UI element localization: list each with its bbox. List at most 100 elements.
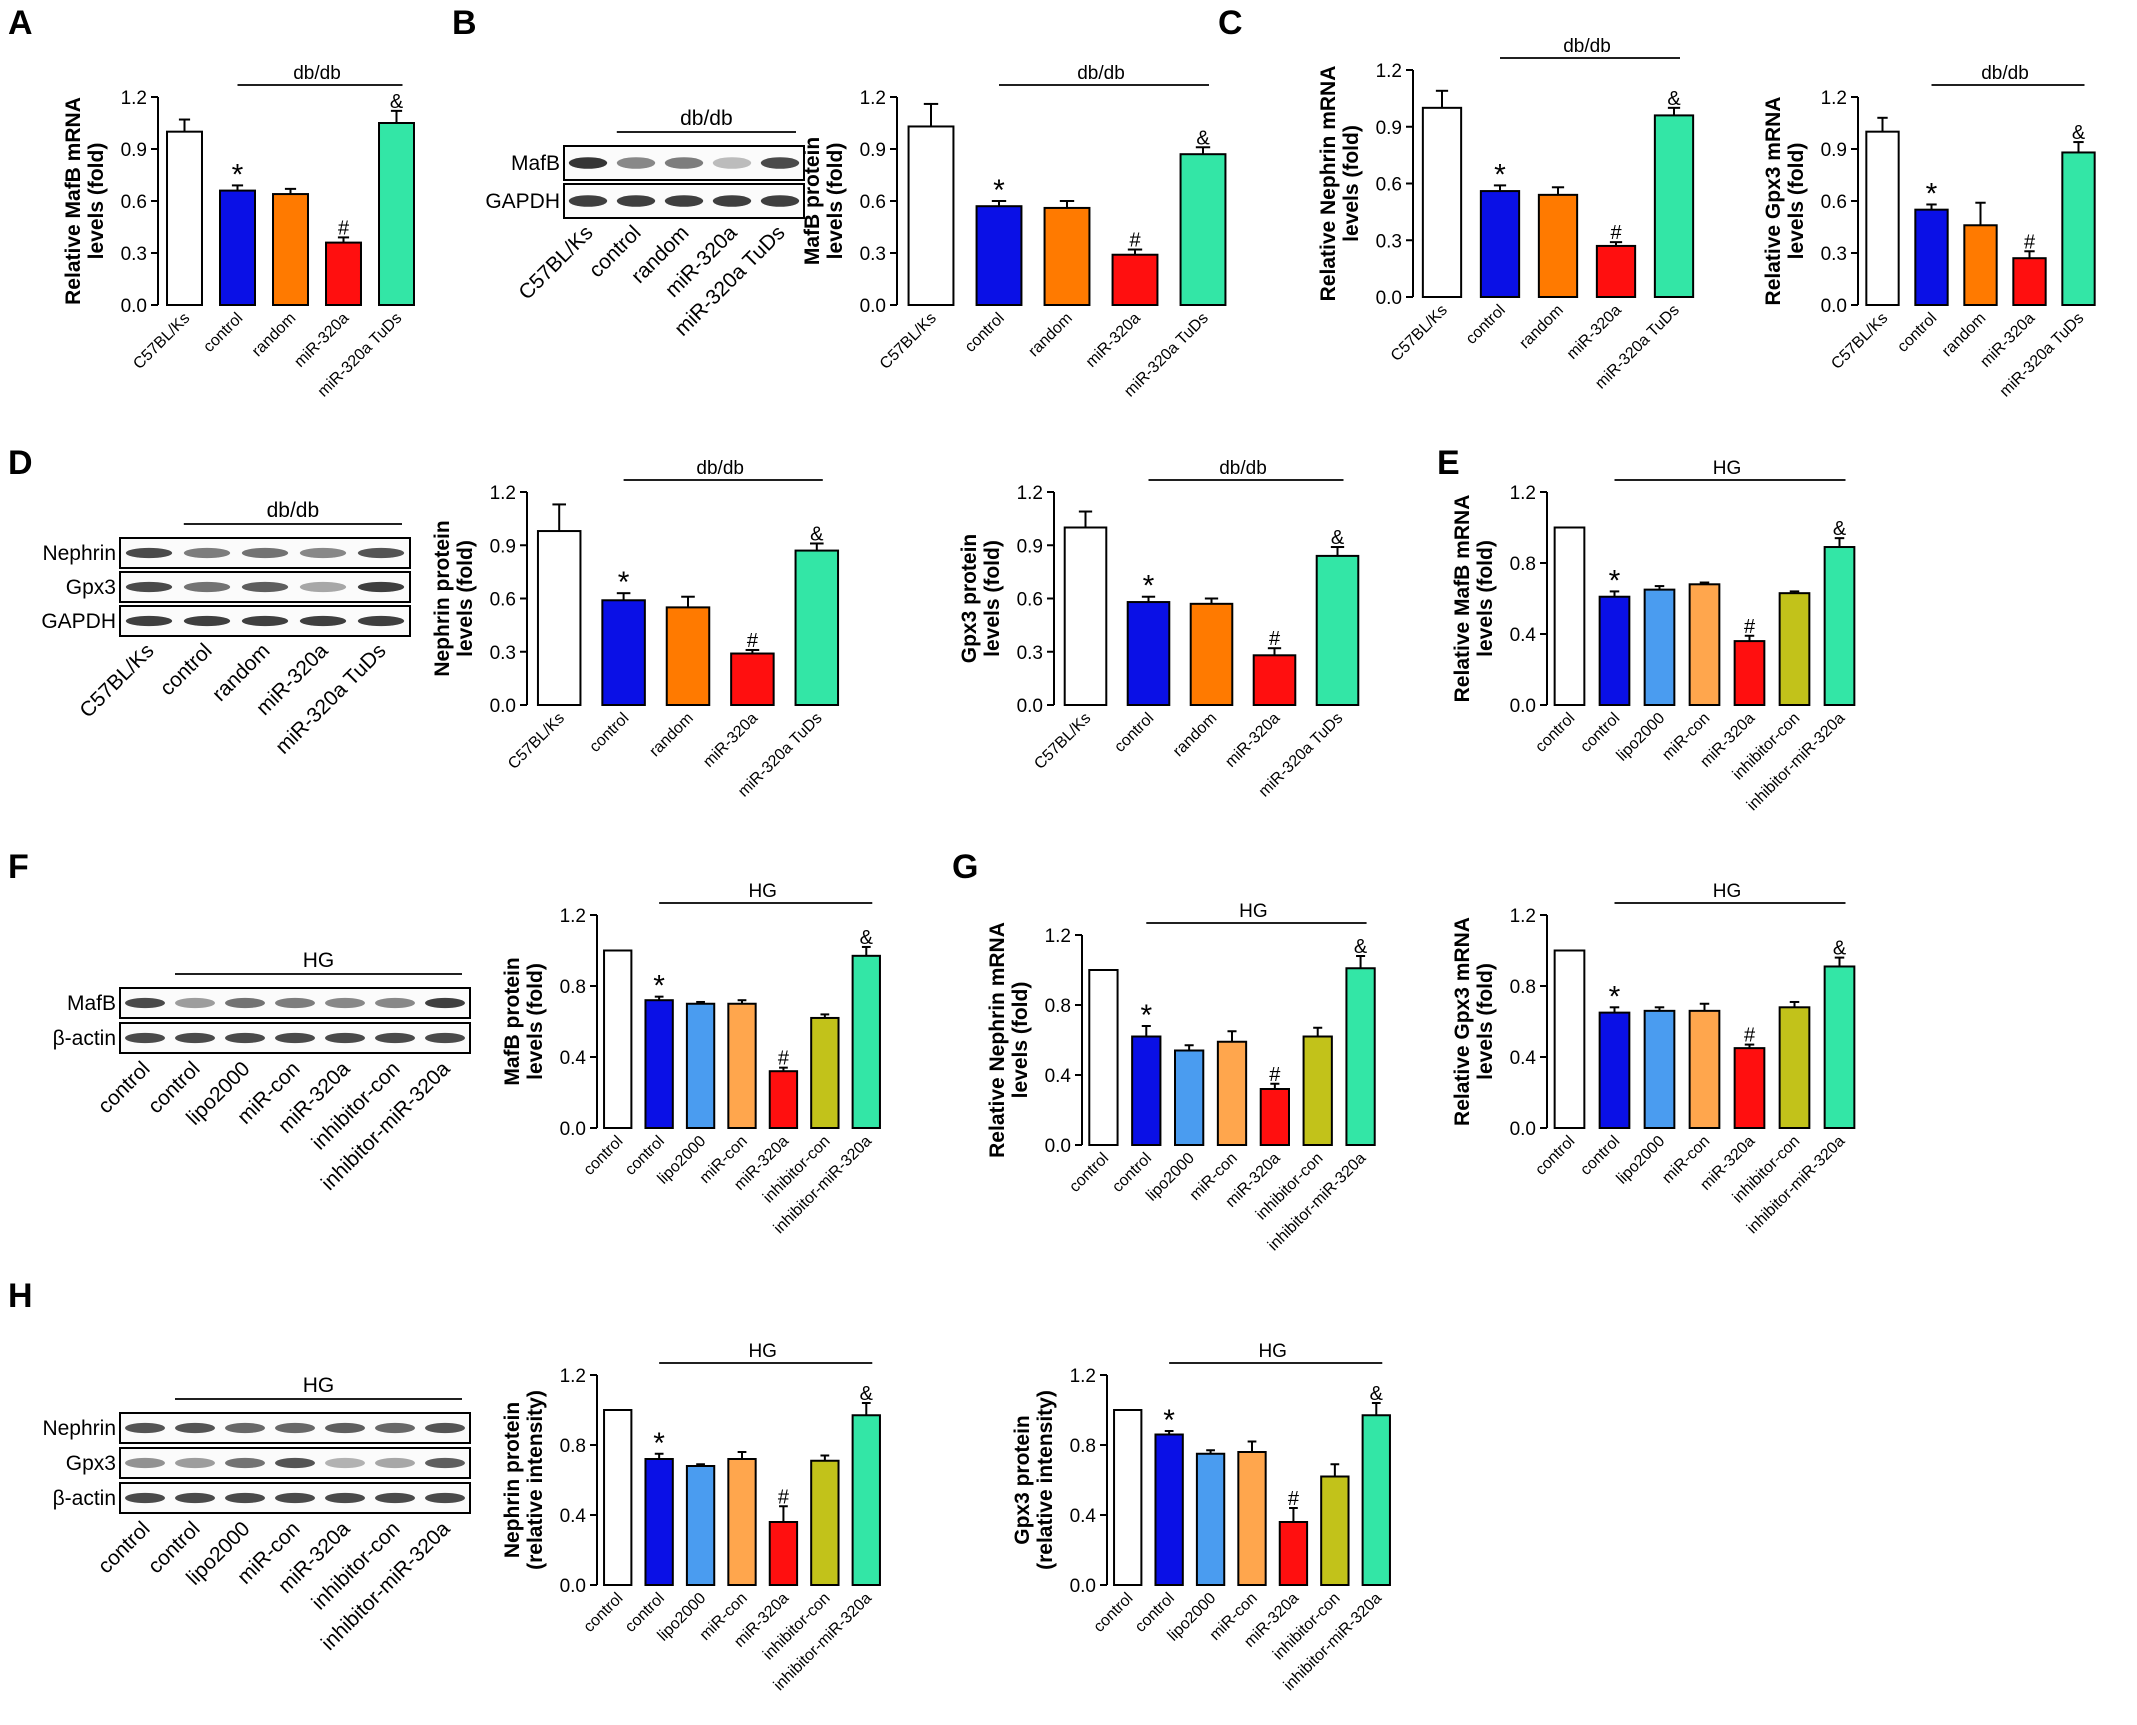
y-axis-label-e: Relative MafB mRNA — [1451, 495, 1474, 703]
y-tick-label-f: 0.4 — [560, 1048, 587, 1069]
bar-c2 — [2012, 257, 2047, 307]
significance-mark-g1: & — [1354, 936, 1368, 958]
blot-band-h — [425, 1457, 465, 1469]
bar-b — [907, 125, 955, 307]
bar-e — [1553, 526, 1586, 706]
y-axis-label-b: MafB protein — [801, 137, 824, 265]
bar-f — [727, 1002, 757, 1129]
x-tick-label-d1: C57BL/Ks — [505, 710, 568, 773]
bar-h1 — [727, 1458, 757, 1586]
blot-band-h — [125, 1492, 165, 1504]
bar-h2 — [1278, 1521, 1309, 1586]
bar-c2 — [2061, 151, 2096, 306]
x-tick-label-c2: miR-320a TuDs — [1997, 310, 2088, 401]
bar-c1 — [1653, 114, 1695, 299]
x-tick-label-e: lipo2000 — [1614, 710, 1669, 765]
significance-mark-h2: & — [1370, 1383, 1384, 1405]
bar-h2 — [1154, 1433, 1184, 1586]
y-tick-label-g1: 1.2 — [1045, 926, 1071, 947]
group-label-h1: HG — [748, 1341, 777, 1362]
blot-band-d — [357, 615, 405, 627]
y-axis-label-f: levels (fold) — [524, 963, 547, 1080]
bar-g1 — [1216, 1040, 1248, 1146]
blot-band-f — [425, 1032, 465, 1044]
bar-g1 — [1131, 1035, 1162, 1146]
y-tick-label-h1: 1.2 — [560, 1366, 586, 1387]
blot-band-b — [568, 195, 608, 207]
bar-d2 — [1126, 601, 1171, 706]
y-axis-label-c2: Relative Gpx3 mRNA — [1762, 97, 1785, 306]
x-tick-label-d1: random — [646, 710, 696, 760]
y-tick-label-b: 0.6 — [860, 192, 886, 213]
blot-band-h — [325, 1492, 365, 1504]
y-tick-label-h1: 0.8 — [560, 1436, 586, 1457]
group-label-d2: db/db — [1219, 458, 1267, 479]
blot-band-h — [275, 1457, 315, 1469]
chart-g2: 0.0 0.4 0.8 1.2 Relative Gpx3 mRNA levels (fo… — [1451, 881, 1856, 1237]
bar-g1 — [1345, 967, 1376, 1146]
significance-mark-h1: * — [653, 1427, 665, 1460]
bar-g2 — [1823, 965, 1856, 1129]
x-tick-label-g2: lipo2000 — [1614, 1133, 1669, 1188]
bar-e — [1823, 546, 1856, 707]
significance-mark-e: & — [1833, 518, 1847, 540]
y-axis-label-c2: levels (fold) — [1785, 143, 1808, 260]
blot-band-d — [183, 615, 231, 627]
blot-row-label-d: Gpx3 — [66, 576, 116, 599]
significance-mark-e: * — [1609, 564, 1621, 597]
y-tick-label-c2: 0.0 — [1821, 296, 1847, 317]
blot-band-b — [664, 195, 704, 207]
bar-h2 — [1195, 1452, 1226, 1586]
blot-band-h — [425, 1422, 465, 1434]
bar-f — [768, 1070, 799, 1129]
bar-h1 — [810, 1459, 840, 1586]
blot-band-f — [375, 1032, 415, 1044]
blot-band-d — [125, 581, 173, 593]
y-tick-label-g2: 0.0 — [1510, 1119, 1536, 1140]
blot-row-label-d: GAPDH — [41, 610, 116, 633]
blot-h: NephrinGpx3β-actinHGcontrolcontrollipo20… — [42, 1374, 471, 1655]
significance-mark-a: # — [338, 217, 350, 239]
bar-b — [1179, 153, 1227, 306]
panel-label-e: E — [1437, 444, 1460, 482]
blot-band-d — [357, 581, 405, 593]
y-tick-label-h2: 0.0 — [1070, 1576, 1096, 1597]
y-tick-label-d2: 1.2 — [1017, 483, 1043, 504]
x-tick-label-h2: control — [1091, 1590, 1137, 1636]
bar-g2 — [1553, 949, 1586, 1129]
y-tick-label-e: 0.8 — [1510, 554, 1536, 575]
bar-d1 — [730, 652, 775, 707]
blot-group-label-b: db/db — [680, 107, 733, 130]
significance-mark-d1: # — [747, 630, 759, 652]
blot-band-f — [125, 1032, 165, 1044]
bar-d1 — [601, 599, 646, 707]
y-tick-label-d1: 0.9 — [490, 536, 516, 557]
significance-mark-h2: * — [1163, 1404, 1175, 1437]
x-tick-label-h1: control — [581, 1590, 627, 1636]
blot-lane-label-d: C57BL/Ks — [75, 639, 158, 722]
significance-mark-c1: & — [1667, 88, 1681, 110]
y-tick-label-b: 0.0 — [860, 296, 886, 317]
blot-band-h — [175, 1422, 215, 1434]
chart-f: 0.0 0.4 0.8 1.2 MafB protein levels (fold) con… — [501, 881, 881, 1237]
y-tick-label-c1: 0.0 — [1376, 288, 1402, 309]
y-tick-label-e: 0.4 — [1510, 625, 1537, 646]
bar-e — [1643, 588, 1676, 706]
y-axis-label-h1: Nephrin protein — [501, 1402, 524, 1558]
significance-mark-f: * — [653, 970, 665, 1003]
blot-band-f — [275, 997, 315, 1009]
bar-g2 — [1598, 1011, 1631, 1129]
y-axis-label-g1: Relative Nephrin mRNA — [986, 922, 1009, 1158]
bar-f — [810, 1016, 840, 1130]
bar-e — [1688, 583, 1721, 706]
chart-c1: 0.0 0.3 0.6 0.9 1.2 Relative Nephrin mRNA leve… — [1317, 36, 1695, 392]
y-axis-label-a: Relative MafB mRNA — [62, 97, 85, 305]
x-tick-label-a: C57BL/Ks — [130, 310, 193, 373]
blot-band-f — [225, 997, 265, 1009]
y-tick-label-a: 0.6 — [121, 192, 147, 213]
x-tick-label-e: control — [1532, 710, 1578, 756]
blot-band-h — [175, 1492, 215, 1504]
blot-band-f — [175, 1032, 215, 1044]
bar-b — [1043, 206, 1091, 306]
